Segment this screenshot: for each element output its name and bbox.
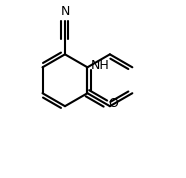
Text: N: N [60,5,70,18]
Text: O: O [109,97,118,110]
Text: NH: NH [91,59,109,72]
